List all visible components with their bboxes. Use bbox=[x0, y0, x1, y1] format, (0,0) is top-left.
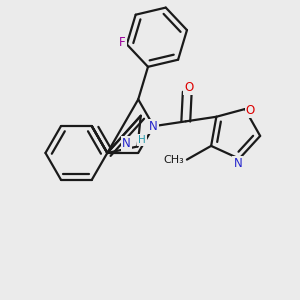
Text: N: N bbox=[122, 137, 131, 150]
Text: O: O bbox=[184, 81, 193, 94]
Text: H: H bbox=[138, 135, 146, 145]
Text: O: O bbox=[246, 104, 255, 117]
Text: F: F bbox=[119, 36, 126, 49]
Text: N: N bbox=[149, 120, 158, 133]
Text: CH₃: CH₃ bbox=[163, 154, 184, 165]
Text: N: N bbox=[233, 157, 242, 170]
